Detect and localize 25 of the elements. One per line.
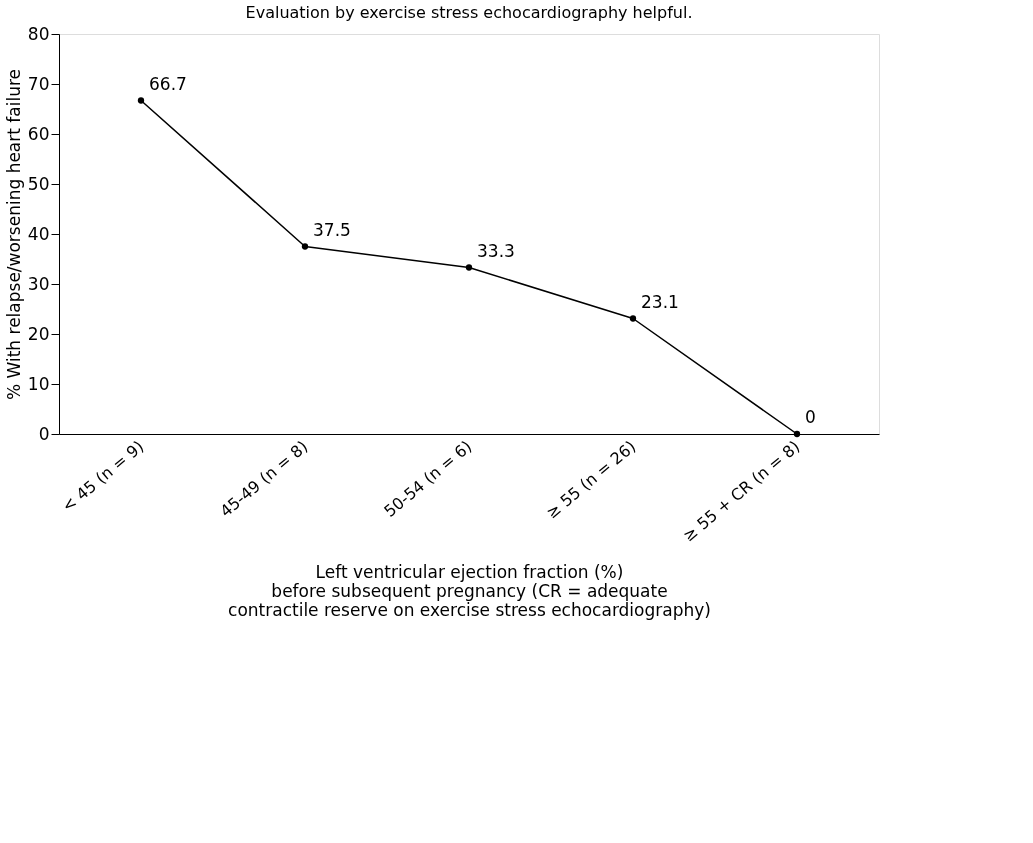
y-tick-label: 10 bbox=[27, 373, 50, 394]
y-tick-label: 30 bbox=[27, 273, 50, 294]
x-tick-label: ≥ 55 (n = 26) bbox=[542, 436, 640, 523]
data-label: 23.1 bbox=[641, 291, 679, 312]
y-tick-label: 80 bbox=[27, 23, 50, 44]
y-tick-label: 70 bbox=[27, 73, 50, 94]
chart-title: Evaluation by exercise stress echocardiography helpful. bbox=[245, 3, 693, 22]
point bbox=[465, 264, 473, 271]
x-tick-label: < 45 (n = 9) bbox=[58, 436, 148, 516]
point bbox=[301, 243, 309, 250]
y-tick-label: 50 bbox=[27, 173, 50, 194]
y-tick-label: 20 bbox=[27, 323, 50, 344]
point bbox=[793, 430, 801, 438]
y-axis-title: % With relapse/worsening heart failure bbox=[3, 68, 24, 401]
point bbox=[629, 315, 637, 322]
y-tick-label: 60 bbox=[27, 123, 50, 144]
data-label: 37.5 bbox=[313, 219, 351, 240]
y-tick-label: 40 bbox=[27, 223, 50, 244]
data-label: 33.3 bbox=[477, 240, 515, 261]
y-tick-label: 0 bbox=[38, 423, 50, 444]
x-axis-title: Left ventricular ejection fraction (%) before subsequent pregnancy (CR = adequate contractile reserve on exercise stress echocardiography) bbox=[228, 561, 711, 620]
data-label: 0 bbox=[805, 407, 816, 427]
data-label: 66.7 bbox=[149, 73, 187, 94]
point bbox=[137, 97, 145, 104]
x-tick-label: ≥ 55 + CR (n = 8) bbox=[679, 436, 804, 546]
